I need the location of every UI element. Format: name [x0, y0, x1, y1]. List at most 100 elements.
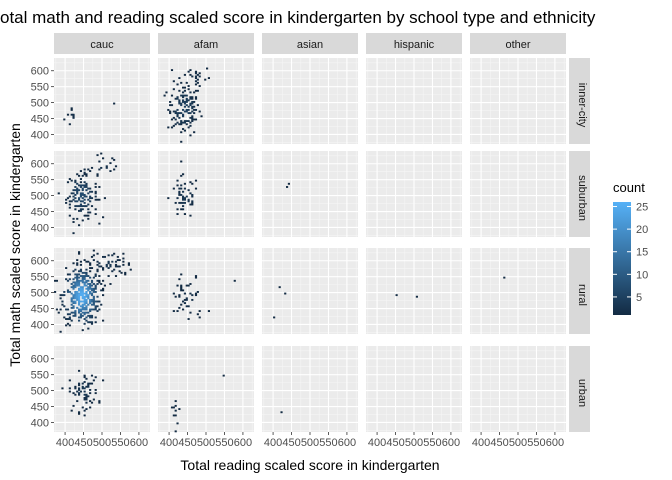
- heat-bin: [83, 387, 86, 390]
- heat-bin: [79, 195, 82, 198]
- heat-bin: [78, 197, 81, 200]
- heat-bin: [61, 303, 64, 306]
- heat-bin: [178, 99, 181, 102]
- heat-bin: [85, 306, 88, 309]
- heat-bin: [87, 327, 90, 330]
- y-tick-label: 400: [31, 319, 49, 331]
- heat-bin: [70, 108, 73, 111]
- heat-bin: [100, 283, 103, 285]
- heat-bin: [96, 310, 99, 313]
- heat-bin: [170, 104, 174, 107]
- heat-bin: [114, 275, 118, 277]
- heat-bin: [92, 254, 95, 257]
- heat-bin: [65, 318, 68, 320]
- heat-bin: [89, 276, 92, 279]
- heat-bin: [183, 213, 186, 216]
- heat-bin: [55, 279, 58, 282]
- heat-bin: [85, 186, 88, 188]
- heat-bin: [90, 255, 94, 258]
- heat-bin: [183, 120, 186, 123]
- facet-strip-col: [158, 33, 254, 54]
- heat-bin: [63, 305, 66, 308]
- heat-bin: [74, 281, 77, 284]
- heat-bin: [180, 174, 183, 177]
- heat-bin: [81, 385, 84, 388]
- x-tick-label: 550: [215, 437, 233, 449]
- heat-bin: [98, 400, 101, 403]
- facet-panel: [158, 58, 254, 144]
- heat-bin: [193, 131, 196, 134]
- heat-bin: [113, 252, 116, 255]
- legend-title: count: [613, 180, 645, 195]
- heat-bin: [178, 112, 181, 115]
- heat-bin: [90, 289, 94, 292]
- heat-bin: [83, 171, 86, 174]
- heat-bin: [87, 208, 90, 211]
- heat-bin: [70, 292, 73, 295]
- heat-bin: [65, 198, 68, 201]
- heat-bin: [87, 217, 90, 220]
- heat-bin: [207, 77, 210, 80]
- heat-bin: [85, 174, 88, 177]
- heat-bin: [79, 208, 82, 211]
- heat-bin: [89, 316, 92, 319]
- heat-bin: [169, 104, 172, 107]
- heat-bin: [87, 382, 90, 385]
- heat-bin: [122, 260, 125, 263]
- heat-bin: [189, 96, 192, 99]
- heat-bin: [68, 387, 71, 390]
- heat-bin: [85, 189, 88, 192]
- heat-bin: [68, 313, 71, 316]
- heat-bin: [107, 267, 110, 270]
- legend-colorbar: [613, 202, 631, 315]
- heat-bin: [118, 270, 121, 273]
- heat-bin: [122, 252, 125, 255]
- y-tick-label: 400: [31, 222, 49, 234]
- heat-bin: [70, 113, 73, 116]
- heat-bin: [74, 194, 77, 196]
- heat-bin: [194, 80, 198, 83]
- heat-bin: [189, 203, 192, 206]
- heat-bin: [96, 283, 99, 285]
- heat-bin: [182, 96, 185, 99]
- x-tick-label: 400: [368, 437, 386, 449]
- heat-bin: [72, 270, 75, 273]
- heat-bin: [78, 276, 81, 279]
- heat-bin: [98, 265, 101, 268]
- heat-bin: [94, 376, 97, 379]
- heat-bin: [102, 216, 105, 219]
- heat-bin: [180, 120, 183, 123]
- heat-bin: [98, 275, 101, 277]
- heat-bin: [107, 260, 110, 263]
- heat-bin: [92, 303, 95, 306]
- x-tick-label: 400: [472, 437, 490, 449]
- heat-bin: [187, 284, 190, 287]
- x-tick-label: 450: [386, 437, 404, 449]
- heat-bin: [183, 298, 186, 301]
- heat-bin: [92, 308, 95, 311]
- heat-bin: [85, 302, 88, 305]
- heat-bin: [89, 382, 92, 385]
- heat-bin: [81, 205, 84, 208]
- legend-tick-label: 10: [636, 269, 648, 281]
- heat-bin: [90, 190, 94, 193]
- heat-bin: [94, 182, 97, 185]
- heat-bin: [65, 324, 68, 327]
- heat-bin: [109, 263, 112, 266]
- heat-bin: [83, 275, 86, 277]
- heat-bin: [92, 302, 95, 305]
- heat-bin: [81, 192, 84, 195]
- heat-bin: [65, 278, 68, 281]
- heat-bin: [191, 194, 194, 196]
- heat-bin: [68, 178, 71, 180]
- heat-bin: [98, 160, 101, 163]
- heat-bin: [96, 173, 99, 176]
- heat-bin: [189, 97, 192, 100]
- x-axis-label: Total reading scaled score in kindergart…: [180, 457, 439, 473]
- heat-bin: [96, 174, 99, 177]
- heat-bin: [92, 379, 95, 382]
- heat-bin: [90, 314, 94, 317]
- heat-bin: [94, 308, 97, 311]
- heat-bin: [87, 192, 90, 195]
- heat-bin: [94, 286, 97, 289]
